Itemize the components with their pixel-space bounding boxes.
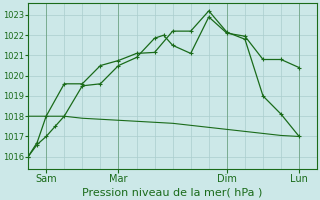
X-axis label: Pression niveau de la mer( hPa ): Pression niveau de la mer( hPa ) xyxy=(83,187,263,197)
